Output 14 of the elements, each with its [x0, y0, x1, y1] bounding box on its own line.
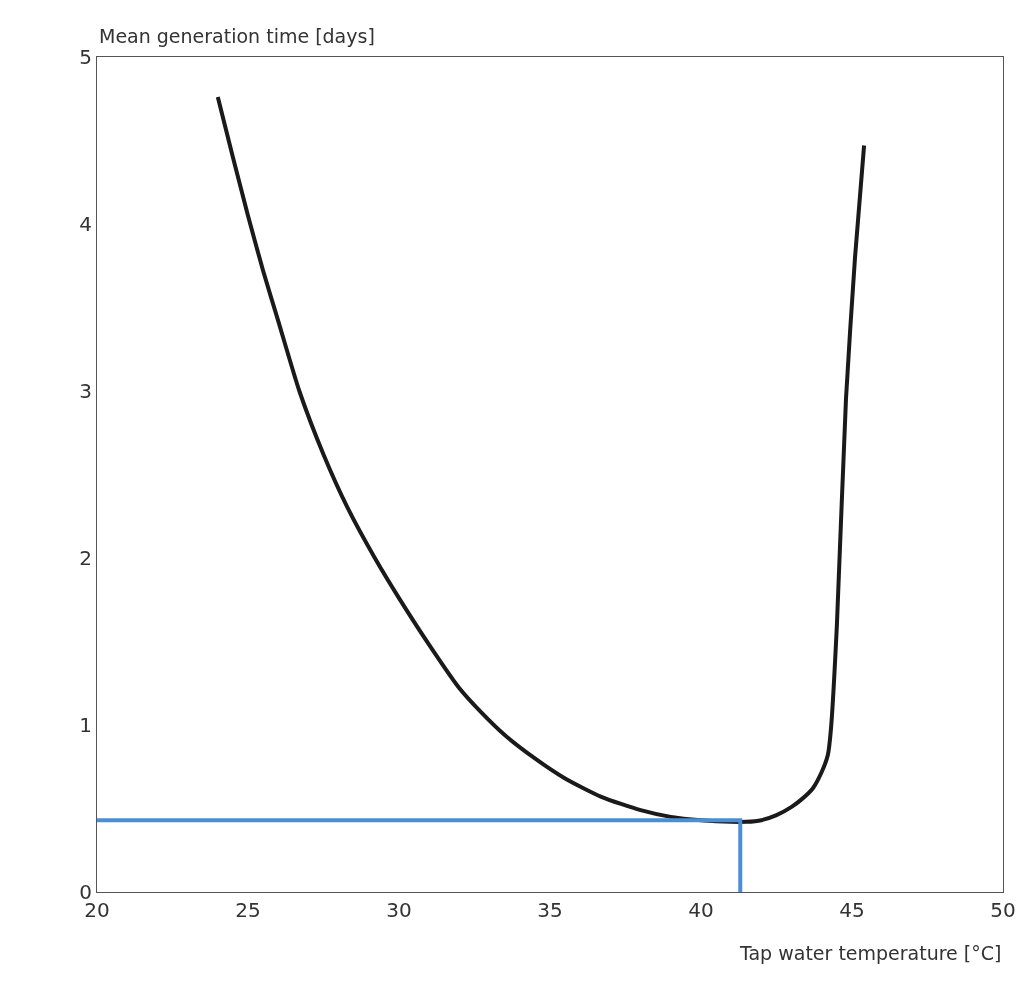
x-axis-title: Tap water temperature [°C]	[739, 942, 1002, 964]
x-tick-label: 50	[990, 898, 1016, 922]
y-tick-label: 3	[79, 379, 92, 403]
x-tick-label: 40	[688, 898, 714, 922]
x-tick-label: 30	[386, 898, 412, 922]
x-tick-label: 35	[537, 898, 563, 922]
y-tick-label: 5	[79, 45, 92, 69]
y-tick-label: 1	[79, 713, 92, 737]
y-tick-label: 2	[79, 546, 92, 570]
y-axis-title: Mean generation time [days]	[99, 25, 375, 47]
x-tick-label: 45	[839, 898, 865, 922]
line-series	[215, 95, 867, 824]
x-tick-label: 25	[235, 898, 261, 922]
y-tick-label: 4	[79, 212, 92, 236]
